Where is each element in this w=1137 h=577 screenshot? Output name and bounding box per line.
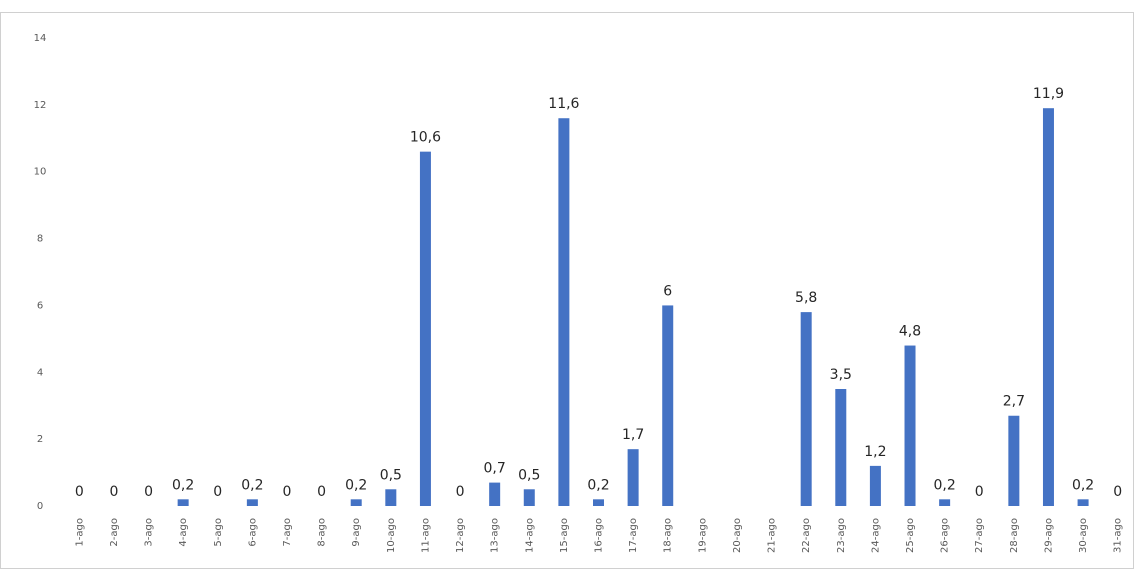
data-label: 0 bbox=[456, 484, 465, 500]
x-tick-label: 13-ago bbox=[490, 518, 501, 553]
y-axis: 0 2 4 6 8 10 12 14 bbox=[34, 33, 47, 512]
bar-series bbox=[177, 108, 1089, 506]
data-label: 0,5 bbox=[380, 467, 402, 483]
x-tick-label: 2-ago bbox=[109, 518, 120, 547]
x-tick-label: 11-ago bbox=[420, 518, 431, 553]
data-label: 0 bbox=[283, 484, 292, 500]
data-label: 10,6 bbox=[410, 130, 441, 146]
data-label: 0 bbox=[317, 484, 326, 500]
data-label: 6 bbox=[663, 283, 672, 299]
y-tick-label: 14 bbox=[34, 33, 47, 44]
bar bbox=[1008, 415, 1020, 506]
y-tick-label: 10 bbox=[34, 167, 47, 178]
x-tick-label: 18-ago bbox=[663, 518, 674, 553]
x-tick-label: 17-ago bbox=[628, 518, 639, 553]
bar bbox=[523, 489, 535, 506]
data-label: 0 bbox=[144, 484, 153, 500]
y-tick-label: 6 bbox=[37, 300, 43, 311]
data-label: 11,6 bbox=[548, 96, 579, 112]
x-tick-label: 21-ago bbox=[767, 518, 778, 553]
bar bbox=[593, 499, 604, 506]
x-tick-label: 31-ago bbox=[1113, 518, 1124, 553]
data-labels: 0 0 0 0,2 0 0,2 0 0 0,2 0,5 10,6 0 0,7 0,5 11,6 0,2 1,7 6… bbox=[75, 86, 1122, 500]
x-tick-label: 12-ago bbox=[455, 518, 466, 553]
x-tick-label: 7-ago bbox=[282, 518, 293, 547]
bar bbox=[419, 151, 431, 506]
bar bbox=[939, 499, 951, 506]
x-tick-label: 28-ago bbox=[1009, 518, 1020, 553]
x-tick-label: 29-ago bbox=[1043, 518, 1054, 553]
x-tick-label: 3-ago bbox=[144, 518, 155, 547]
y-tick-label: 12 bbox=[34, 100, 47, 111]
x-tick-label: 14-ago bbox=[524, 518, 535, 553]
data-label: 0,7 bbox=[484, 461, 506, 477]
bar bbox=[627, 449, 639, 506]
x-tick-label: 6-ago bbox=[247, 518, 258, 547]
x-tick-label: 5-ago bbox=[213, 518, 224, 547]
bar bbox=[662, 305, 674, 506]
y-tick-label: 4 bbox=[37, 367, 43, 378]
data-label: 0 bbox=[75, 484, 84, 500]
x-tick-label: 26-ago bbox=[940, 518, 951, 553]
data-label: 5,8 bbox=[795, 290, 817, 306]
bar bbox=[869, 465, 881, 506]
x-tick-label: 27-ago bbox=[974, 518, 985, 553]
data-label: 1,7 bbox=[622, 427, 644, 443]
x-tick-label: 16-ago bbox=[594, 518, 605, 553]
data-label: 0 bbox=[109, 484, 118, 500]
data-label: 2,7 bbox=[1003, 394, 1025, 410]
x-tick-label: 30-ago bbox=[1078, 518, 1089, 553]
data-label: 3,5 bbox=[830, 367, 852, 383]
data-label: 0,5 bbox=[518, 467, 540, 483]
data-label: 0,2 bbox=[1072, 477, 1094, 493]
bar bbox=[558, 118, 570, 506]
x-tick-label: 22-ago bbox=[801, 518, 812, 553]
bar bbox=[835, 389, 847, 506]
x-axis: 1-ago 2-ago 3-ago 4-ago 5-ago 6-ago 7-ago 8-ago… bbox=[74, 518, 1123, 553]
x-tick-label: 4-ago bbox=[178, 518, 189, 547]
x-tick-label: 9-ago bbox=[351, 518, 362, 547]
x-tick-label: 23-ago bbox=[836, 518, 847, 553]
data-label: 0,2 bbox=[241, 477, 263, 493]
bar bbox=[1077, 499, 1089, 506]
data-label: 0,2 bbox=[587, 477, 609, 493]
data-label: 0 bbox=[213, 484, 222, 500]
data-label: 0,2 bbox=[345, 477, 367, 493]
data-label: 11,9 bbox=[1033, 86, 1064, 102]
bar bbox=[246, 499, 258, 506]
bar bbox=[177, 499, 189, 506]
bar bbox=[1042, 108, 1054, 506]
data-label: 1,2 bbox=[864, 444, 886, 460]
data-label: 0,2 bbox=[172, 477, 194, 493]
x-tick-label: 24-ago bbox=[870, 518, 881, 553]
x-tick-label: 20-ago bbox=[732, 518, 743, 553]
data-label: 0,2 bbox=[933, 477, 955, 493]
x-tick-label: 8-ago bbox=[317, 518, 328, 547]
bar bbox=[800, 312, 812, 506]
x-tick-label: 10-ago bbox=[386, 518, 397, 553]
x-tick-label: 19-ago bbox=[697, 518, 708, 553]
bar bbox=[385, 489, 397, 506]
data-label: 0 bbox=[975, 484, 984, 500]
x-tick-label: 1-ago bbox=[74, 518, 85, 547]
data-label: 0 bbox=[1113, 484, 1122, 500]
bar bbox=[904, 345, 916, 506]
bar bbox=[350, 499, 362, 506]
y-tick-label: 2 bbox=[37, 434, 43, 445]
y-tick-label: 8 bbox=[37, 234, 43, 245]
data-label: 4,8 bbox=[899, 324, 921, 340]
x-tick-label: 25-ago bbox=[905, 518, 916, 553]
y-tick-label: 0 bbox=[37, 501, 43, 512]
bar bbox=[489, 482, 501, 506]
x-tick-label: 15-ago bbox=[559, 518, 570, 553]
